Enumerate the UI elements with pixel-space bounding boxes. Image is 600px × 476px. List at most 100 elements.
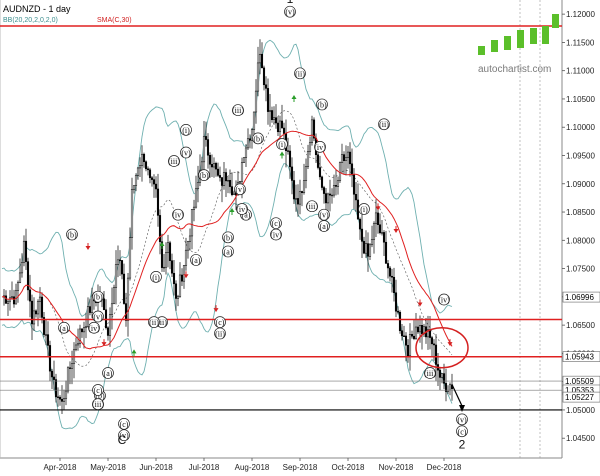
candle-body — [202, 136, 206, 163]
candle-body — [370, 239, 374, 246]
candle-body — [80, 328, 84, 333]
candle-body — [12, 296, 16, 305]
wave-label: (iii) — [232, 106, 244, 115]
wave-label-circle — [150, 271, 162, 283]
candle-body — [78, 328, 82, 344]
signal-arrows — [85, 94, 465, 412]
candle-body — [296, 198, 300, 205]
candle-body — [322, 187, 326, 194]
y-tick-label: 1.12000 — [566, 10, 595, 19]
candle-body — [302, 180, 306, 193]
highlight-circle — [415, 326, 469, 369]
candle-body — [112, 287, 116, 305]
wave-label: (b) — [67, 230, 77, 239]
x-tick-label: Jul-2018 — [189, 463, 220, 472]
candle-body — [420, 325, 424, 335]
candle-body — [162, 266, 166, 269]
wave-label: (b) — [223, 233, 233, 242]
candle-body — [316, 154, 320, 168]
wave-label: (c) — [458, 427, 467, 436]
wave-label: (v) — [457, 415, 467, 424]
candle-body — [430, 337, 434, 345]
y-tick-label: 1.10500 — [566, 95, 595, 104]
candle-body — [158, 215, 162, 242]
candle-body — [48, 345, 52, 372]
wave-label-circle — [294, 67, 306, 80]
wave-label-major: C — [118, 433, 127, 447]
candle-body — [230, 186, 234, 195]
candle-body — [184, 249, 188, 266]
candle-body — [222, 172, 226, 186]
wave-label: (a) — [242, 211, 251, 220]
candle-body — [328, 193, 332, 196]
candle-body — [282, 127, 286, 134]
candle-body — [186, 241, 190, 251]
candle-body — [258, 53, 262, 64]
wave-label: (iv) — [438, 296, 450, 305]
candle-body — [346, 151, 350, 158]
candle-body — [6, 300, 10, 304]
candle-body — [210, 164, 214, 168]
candle-body — [106, 327, 110, 336]
down-arrow — [417, 302, 423, 307]
candle-body — [28, 289, 32, 302]
candle-body — [362, 241, 366, 254]
x-tick-label: Apr-2018 — [44, 463, 77, 472]
logo-bar — [478, 46, 485, 55]
down-arrow — [183, 274, 189, 279]
wave-label: (b) — [317, 100, 327, 109]
wave-label-circle — [234, 183, 246, 196]
candle-body — [242, 157, 246, 163]
y-tick-label: 1.08000 — [566, 236, 595, 245]
logo-bar — [530, 28, 537, 44]
wave-label-circle — [92, 310, 104, 323]
candle-body — [182, 265, 186, 282]
wave-label: (v) — [319, 211, 329, 220]
wave-label: (a) — [104, 369, 113, 378]
candle-body — [410, 334, 414, 337]
autochartist-logo: autochartist.com — [478, 14, 559, 75]
candle-body — [120, 260, 124, 275]
wave-label-circle — [92, 398, 104, 410]
candle-body — [16, 282, 20, 291]
candle-body — [406, 344, 410, 357]
candle-body — [442, 373, 446, 384]
candle-body — [300, 191, 304, 193]
wave-label-circle — [168, 155, 180, 167]
candle-body — [266, 88, 270, 112]
candle-body — [402, 335, 406, 337]
candle-body — [74, 344, 78, 351]
candle-body — [360, 228, 364, 242]
candle-body — [18, 272, 22, 283]
forecast-arrow-head — [459, 404, 465, 412]
y-tick-label: 1.11000 — [566, 67, 595, 76]
chart-title: AUDNZD - 1 day — [3, 4, 71, 14]
candle-body — [354, 194, 358, 201]
candle-body — [34, 310, 38, 315]
candle-body — [254, 90, 258, 113]
candle-body — [252, 111, 256, 130]
wave-label-circle — [198, 169, 210, 181]
wave-label-circle — [92, 290, 104, 303]
wave-label-circle — [270, 228, 282, 241]
candle-body — [36, 301, 40, 315]
candle-body — [416, 326, 420, 333]
wave-label-circle — [214, 327, 226, 340]
candle-body — [340, 154, 344, 163]
candle-body — [244, 147, 248, 158]
wave-label: (c) — [120, 420, 129, 429]
candle-body — [32, 310, 36, 325]
candle-body — [326, 193, 330, 204]
candle-body — [4, 295, 8, 304]
price-box-label: 1.05509 — [565, 377, 594, 386]
candle-body — [86, 306, 90, 327]
candle-body — [170, 260, 174, 274]
candle-body — [288, 150, 292, 168]
candle-body — [152, 179, 156, 185]
y-tick-label: 1.10000 — [566, 123, 595, 132]
candle-body — [192, 206, 196, 210]
candle-body — [156, 188, 160, 216]
candle-body — [116, 259, 120, 265]
candle-body — [418, 325, 422, 333]
candle-body — [246, 138, 250, 149]
